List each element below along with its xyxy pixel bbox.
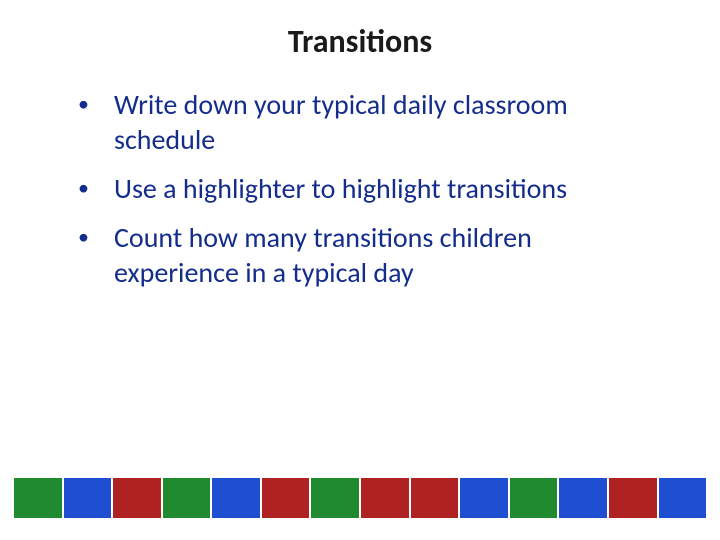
footer-segment (510, 478, 558, 518)
footer-segment (460, 478, 508, 518)
footer-segment (212, 478, 260, 518)
footer-segment (113, 478, 161, 518)
bullet-item: Write down your typical daily classroom … (70, 87, 660, 157)
footer-segment (262, 478, 310, 518)
bullet-item: Use a highlighter to highlight transitio… (70, 171, 660, 206)
footer-segment (609, 478, 657, 518)
footer-segment (163, 478, 211, 518)
slide: Transitions Write down your typical dail… (0, 0, 720, 540)
footer-segment (559, 478, 607, 518)
footer-segment (14, 478, 62, 518)
footer-segment (659, 478, 707, 518)
footer-segment (64, 478, 112, 518)
footer-segment (311, 478, 359, 518)
bullet-list: Write down your typical daily classroom … (0, 87, 720, 290)
footer-segment (411, 478, 459, 518)
footer-color-bar (14, 478, 706, 518)
footer-segment (361, 478, 409, 518)
slide-title: Transitions (0, 24, 720, 59)
bullet-item: Count how many transitions children expe… (70, 220, 660, 290)
